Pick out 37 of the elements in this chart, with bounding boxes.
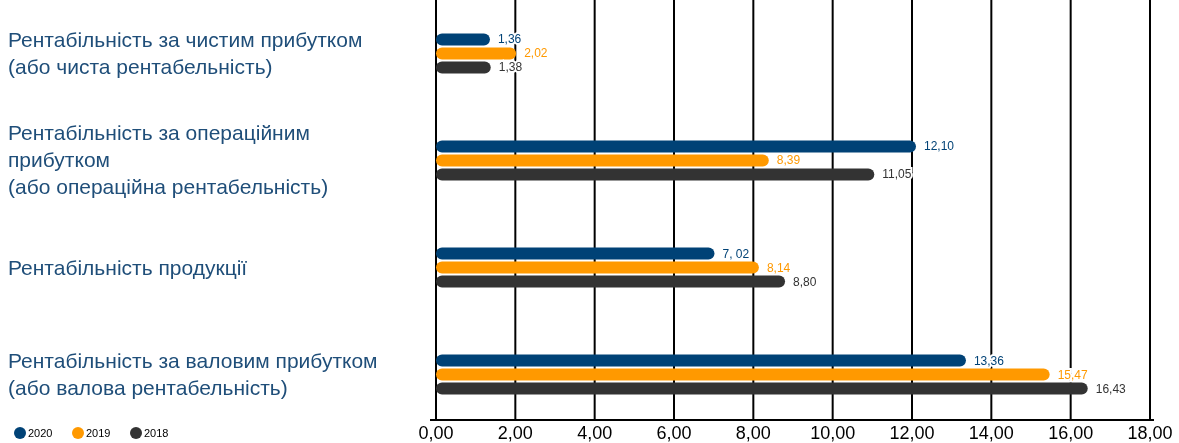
x-tick-label: 12,00: [889, 423, 935, 443]
x-tick-label: 2,00: [497, 423, 533, 443]
data-label: 7, 02: [722, 246, 750, 261]
x-tick-label: 18,00: [1127, 423, 1173, 443]
x-tick-label: 0,00: [418, 423, 454, 443]
x-tick-label: 8,00: [735, 423, 771, 443]
legend-label: 2020: [28, 427, 53, 439]
y-tick-label: Рентабільність за валовим прибутком (або валова рентабельність): [8, 349, 378, 400]
bar: [436, 33, 490, 46]
bar: [436, 261, 759, 274]
bar: [436, 382, 1088, 395]
x-tick-label: 4,00: [577, 423, 613, 443]
y-tick-label: Рентабільність за операційним прибутком (або операційна рентабельність): [8, 121, 329, 199]
data-label: 11,05: [882, 167, 912, 182]
bar: [436, 368, 1050, 381]
bar: [436, 247, 715, 260]
x-tick-label: 10,00: [810, 423, 856, 443]
bar: [436, 61, 491, 74]
y-tick-label: Рентабільність продукції: [8, 255, 248, 279]
y-tick-label: Рентабільність за чистим прибутком (або чиста рентабельність): [8, 27, 363, 78]
bar: [436, 354, 966, 367]
data-label: 16,43: [1095, 381, 1127, 396]
data-label: 8,39: [776, 153, 801, 168]
bar: [436, 275, 786, 288]
data-label: 12,10: [923, 139, 955, 154]
x-tick-label: 6,00: [656, 423, 692, 443]
bar: [436, 47, 517, 60]
data-label: 8,80: [793, 274, 817, 289]
x-tick-label: 16,00: [1048, 423, 1094, 443]
x-tick-label: 14,00: [968, 423, 1014, 443]
data-label: 8,14: [766, 260, 791, 275]
bar: [436, 140, 916, 153]
bar: [436, 168, 875, 181]
data-label: 2,02: [524, 46, 548, 61]
legend-label: 2019: [86, 427, 111, 439]
legend-label: 2018: [144, 427, 169, 439]
bar: [436, 154, 769, 167]
